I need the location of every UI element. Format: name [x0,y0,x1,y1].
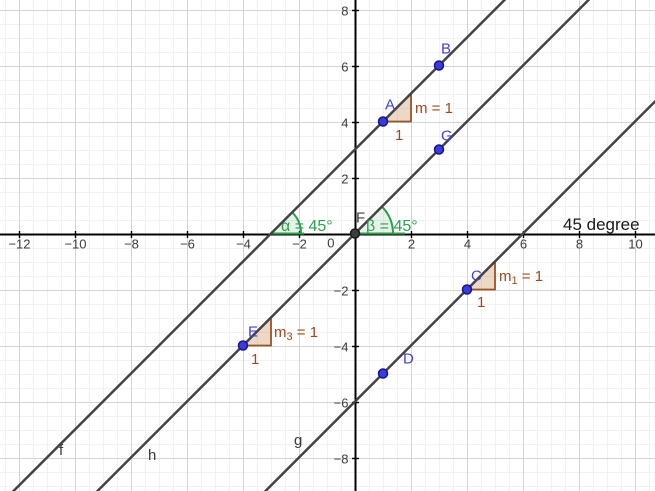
y-axis-tick-label: −6 [334,396,349,411]
point-E[interactable] [237,340,249,351]
point-label-F: F [356,210,365,227]
y-axis-tick-label: 8 [341,4,348,19]
point-C[interactable] [461,284,473,295]
point-label-D: D [403,351,414,368]
x-axis-tick-label: −10 [64,237,86,252]
angle-arc-beta [381,205,394,234]
point-label-C: C [471,268,482,285]
point-label-A: A [385,97,395,114]
angle-marker-alpha[interactable] [271,212,301,234]
point-label-E: E [248,324,258,341]
point-G[interactable] [433,144,445,155]
x-axis-tick-label: −8 [124,237,139,252]
point-B[interactable] [433,60,445,71]
x-axis-tick-label: −2 [292,237,307,252]
line-g[interactable] [0,66,655,491]
angle-marker-beta[interactable] [355,206,393,234]
slope-label-A: m = 1 [415,100,453,117]
x-axis-tick-label: −4 [236,237,251,252]
x-axis-tick-label: 4 [464,237,471,252]
x-axis-tick-label: 2 [408,237,415,252]
y-axis-tick-label: −2 [334,284,349,299]
angle-arc-alpha [291,211,302,234]
slope-run-label-E: 1 [251,351,259,368]
x-axis-tick-label: −6 [180,237,195,252]
line-label-h: h [148,447,156,464]
y-axis-tick-label: −4 [334,340,349,355]
y-axis-tick-label: 6 [341,60,348,75]
point-A[interactable] [377,116,389,127]
slope-label-C: m1 = 1 [499,268,543,287]
line-label-f: f [59,442,64,459]
point-F[interactable] [349,228,361,239]
x-axis-tick-label: 10 [628,237,642,252]
slope-run-label-C: 1 [477,294,485,311]
y-axis-tick-label: −8 [334,452,349,467]
y-axis-tick-label: 2 [341,172,348,187]
line-label-g: g [294,432,302,449]
angle-label-alpha: α = 45° [281,218,333,235]
slope-label-E: m3 = 1 [274,324,318,343]
origin-label: 0 [327,236,334,251]
y-axis-tick-label: 4 [341,116,348,131]
angle-label-beta: β = 45° [366,218,418,235]
point-label-G: G [441,128,453,145]
x-axis-tick-label: −12 [8,237,30,252]
x-axis-tick-label: 6 [520,237,527,252]
point-D[interactable] [377,368,389,379]
slope-run-label-A: 1 [395,127,403,144]
point-label-B: B [441,41,451,58]
x-axis-tick-label: 8 [576,237,583,252]
annotation-45-degree: 45 degree [563,215,640,234]
